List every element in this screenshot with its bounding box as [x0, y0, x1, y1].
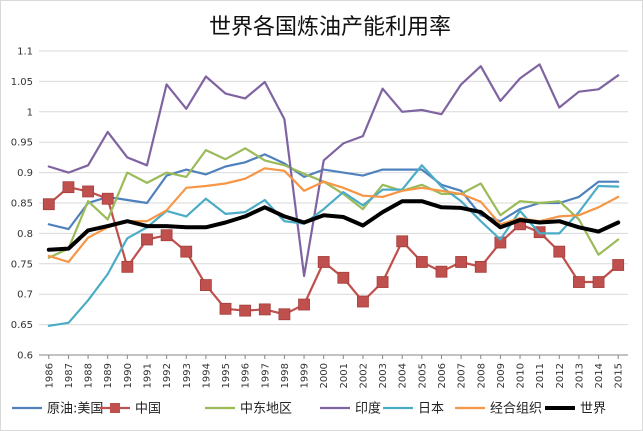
x-tick-label: 2003	[378, 363, 389, 388]
legend-label-6: 世界	[580, 402, 606, 417]
series-line-4	[47, 164, 620, 327]
data-point-marker	[82, 185, 94, 198]
axes: 0.6 0.65 0.7 0.75 0.8 0.85 0.9 0.95 1 1.05 1.1 1986…	[11, 47, 628, 388]
legend: 原油:美国 中国 中东地区 印度 日本 经合组织 世界	[12, 401, 606, 417]
x-tick-label: 2002	[358, 363, 369, 388]
legend-label-2: 中东地区	[240, 402, 292, 417]
data-point-marker	[592, 276, 605, 288]
x-tick-label: 2007	[457, 363, 468, 388]
x-tick-label: 1990	[123, 363, 134, 388]
series-line-0	[47, 153, 620, 231]
data-point-marker	[141, 233, 153, 246]
x-tick-label: 1993	[182, 363, 193, 388]
series-line-2	[47, 147, 620, 259]
legend-label-3: 印度	[355, 401, 381, 417]
data-point-marker	[298, 298, 310, 311]
data-point-marker	[337, 271, 350, 284]
legend-label-4: 日本	[418, 402, 444, 417]
x-tick-label: 2004	[398, 363, 409, 388]
y-tick-label: 1.05	[11, 77, 33, 88]
data-point-marker	[435, 265, 448, 278]
data-point-marker	[278, 308, 291, 321]
data-point-marker	[494, 236, 507, 249]
x-tick-label: 2001	[339, 363, 350, 388]
x-tick-label: 1988	[84, 363, 95, 388]
x-tick-label: 1994	[201, 363, 212, 388]
data-point-marker	[258, 303, 271, 316]
data-point-marker	[239, 304, 252, 317]
data-point-marker	[160, 229, 173, 242]
x-tick-label: 1999	[300, 363, 311, 388]
y-tick-label: 0.8	[17, 229, 33, 240]
data-point-marker	[42, 198, 55, 211]
x-tick-label: 1996	[241, 363, 252, 388]
legend-label-1: 中国	[135, 402, 161, 417]
data-point-marker	[62, 181, 75, 194]
data-point-marker	[376, 276, 389, 288]
x-tick-label: 2014	[594, 363, 605, 388]
y-tick-label: 1.1	[17, 47, 33, 58]
data-point-marker	[474, 260, 487, 273]
legend-label-5: 经合组织	[490, 402, 542, 417]
series-line-6	[46, 199, 621, 252]
series-line-3	[47, 63, 620, 278]
series-group	[42, 63, 625, 327]
chart-title: 世界各国炼油产能利用率	[209, 15, 451, 40]
x-tick-label: 2005	[417, 363, 428, 388]
x-tick-label: 2008	[476, 363, 487, 388]
data-point-marker	[357, 295, 369, 308]
data-point-marker	[219, 302, 232, 315]
legend-marker	[110, 403, 120, 413]
x-tick-label: 1997	[260, 363, 271, 388]
x-tick-label: 1992	[162, 363, 173, 388]
y-tick-label: 1	[27, 107, 33, 118]
y-tick-label: 0.65	[11, 320, 33, 331]
y-tick-label: 0.6	[17, 351, 33, 362]
data-point-marker	[455, 256, 468, 268]
data-point-marker	[553, 245, 566, 258]
data-point-marker	[415, 256, 428, 268]
data-point-marker	[180, 245, 193, 258]
y-tick-label: 0.9	[17, 168, 33, 179]
data-point-marker	[121, 260, 134, 273]
x-tick-label: 2000	[319, 363, 330, 388]
x-tick-label: 1998	[280, 363, 291, 388]
y-tick-label: 0.85	[11, 199, 33, 210]
x-tick-label: 2012	[555, 363, 566, 388]
x-tick-label: 1987	[64, 363, 75, 388]
data-point-marker	[396, 235, 409, 248]
x-tick-label: 1989	[103, 363, 114, 388]
x-tick-label: 2011	[535, 363, 546, 388]
y-tick-label: 0.75	[11, 259, 33, 270]
data-point-marker	[573, 276, 585, 288]
y-tick-label: 0.95	[11, 138, 33, 149]
x-tick-label: 1995	[221, 363, 232, 388]
x-tick-label: 2010	[516, 363, 527, 388]
x-tick-label: 2006	[437, 363, 448, 388]
legend-label-0: 原油:美国	[47, 402, 103, 417]
x-tick-label: 1986	[44, 363, 55, 388]
data-point-marker	[612, 259, 625, 271]
x-tick-label: 2009	[496, 363, 507, 388]
data-point-marker	[317, 256, 330, 268]
x-tick-label: 2015	[614, 363, 625, 388]
x-tick-label: 2013	[574, 363, 585, 388]
data-point-marker	[199, 279, 212, 291]
y-tick-label: 0.7	[17, 290, 33, 301]
data-point-marker	[101, 192, 114, 205]
x-tick-label: 1991	[142, 363, 153, 388]
